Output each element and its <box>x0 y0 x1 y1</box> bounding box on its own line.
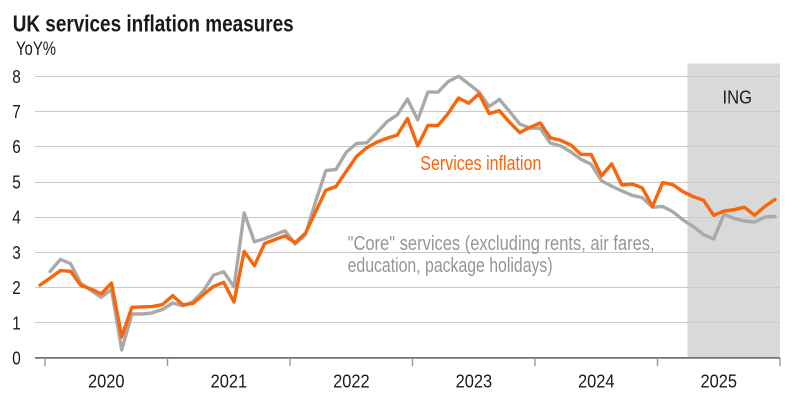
svg-text:ING: ING <box>723 88 753 108</box>
svg-text:7: 7 <box>12 101 21 122</box>
svg-text:education, package holidays): education, package holidays) <box>348 255 553 277</box>
svg-text:"Core" services (excluding ren: "Core" services (excluding rents, air fa… <box>348 233 655 255</box>
svg-text:2020: 2020 <box>88 372 125 392</box>
svg-text:5: 5 <box>12 172 21 193</box>
svg-text:2022: 2022 <box>333 372 370 392</box>
svg-text:3: 3 <box>12 242 21 263</box>
svg-text:Services inflation: Services inflation <box>420 153 541 175</box>
svg-text:2: 2 <box>12 277 21 298</box>
svg-text:2021: 2021 <box>211 372 248 392</box>
svg-text:YoY%: YoY% <box>16 39 56 60</box>
svg-text:1: 1 <box>12 312 21 333</box>
svg-text:0: 0 <box>12 348 21 369</box>
svg-text:2023: 2023 <box>456 372 493 392</box>
svg-text:2024: 2024 <box>578 372 615 392</box>
svg-text:4: 4 <box>12 207 21 228</box>
svg-text:2025: 2025 <box>701 372 738 392</box>
svg-text:8: 8 <box>12 66 21 87</box>
svg-text:UK services inflation measures: UK services inflation measures <box>13 11 294 37</box>
svg-text:6: 6 <box>12 136 21 157</box>
